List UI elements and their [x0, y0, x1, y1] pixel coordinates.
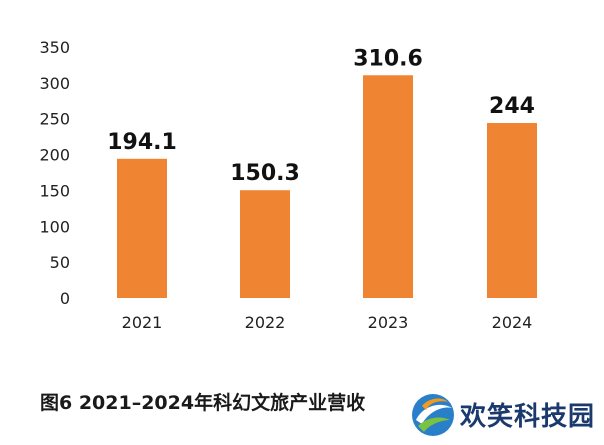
- y-tick-label: 150: [39, 181, 70, 200]
- chart-caption: 图6 2021–2024年科幻文旅产业营收: [40, 392, 366, 414]
- bars: [117, 75, 537, 298]
- value-label-2023: 310.6: [353, 46, 423, 71]
- value-label-2024: 244: [489, 94, 535, 119]
- watermark-text: 欢笑科技园: [460, 402, 596, 432]
- x-tick-label-2024: 2024: [492, 313, 533, 332]
- bar-2023: [363, 75, 413, 298]
- x-axis: 2021 2022 2023 2024: [122, 313, 533, 332]
- x-tick-label-2023: 2023: [368, 313, 409, 332]
- x-tick-label-2022: 2022: [245, 313, 286, 332]
- bar-chart: 0 50 100 150 200 250 300 350 194.1 150.3 310.6 244…: [39, 38, 537, 332]
- bar-2021: [117, 158, 167, 298]
- y-tick-label: 50: [50, 253, 70, 272]
- bar-2022: [240, 190, 290, 298]
- y-tick-label: 100: [39, 217, 70, 236]
- y-tick-label: 250: [39, 110, 70, 129]
- y-tick-label: 200: [39, 146, 70, 165]
- y-tick-label: 300: [39, 74, 70, 93]
- value-label-2021: 194.1: [107, 130, 177, 155]
- value-label-2022: 150.3: [230, 161, 300, 186]
- y-tick-label: 350: [39, 38, 70, 57]
- x-tick-label-2021: 2021: [122, 313, 163, 332]
- value-labels: 194.1 150.3 310.6 244: [107, 46, 535, 186]
- bar-2024: [487, 123, 537, 298]
- watermark: 欢笑科技园: [404, 386, 600, 442]
- globe-swirl-logo-icon: [412, 394, 454, 436]
- y-axis: 0 50 100 150 200 250 300 350: [39, 38, 70, 308]
- y-tick-label: 0: [60, 289, 70, 308]
